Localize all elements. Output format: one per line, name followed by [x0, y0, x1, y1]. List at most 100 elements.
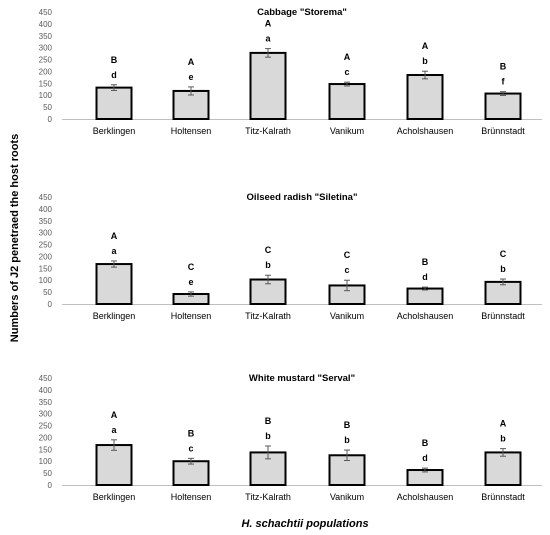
significance-letter-lower: d — [422, 453, 428, 463]
significance-letter-lower: b — [422, 56, 428, 66]
y-tick-label: 350 — [39, 32, 53, 41]
bar — [172, 89, 210, 120]
significance-letter-lower: b — [500, 434, 506, 444]
significance-letter-lower: d — [422, 272, 428, 282]
chart-panels: 0 50 100 150 200 250 300 350 400 450 Cabbage "Stor… — [39, 7, 542, 502]
significance-letter-upper: C — [188, 262, 195, 272]
y-axis-label: Numbers of J2 penetraed the host roots — [9, 134, 21, 342]
significance-letter-upper: A — [265, 19, 272, 29]
significance-letter-upper: A — [111, 410, 118, 420]
significance-letter-upper: C — [344, 250, 351, 260]
bar — [249, 51, 287, 120]
significance-letter-lower: b — [344, 435, 350, 445]
significance-letter-lower: b — [265, 260, 271, 270]
y-tick-label: 250 — [39, 56, 53, 65]
y-tick-label: 400 — [39, 386, 53, 395]
y-tick-label: 300 — [39, 229, 53, 238]
bar — [406, 74, 444, 120]
y-tick-label: 250 — [39, 422, 53, 431]
significance-letter-upper: A — [422, 41, 429, 51]
x-category-label: Acholshausen — [397, 492, 454, 502]
significance-letter-lower: a — [111, 425, 117, 435]
y-tick-label: 200 — [39, 433, 53, 442]
y-tick-label: 450 — [39, 374, 53, 383]
y-tick-label: 100 — [39, 457, 53, 466]
x-category-label: Holtensen — [171, 311, 212, 321]
x-category-label: Vanikum — [330, 492, 364, 502]
bar — [95, 263, 133, 306]
y-tick-label: 250 — [39, 241, 53, 250]
significance-letter-lower: a — [265, 34, 271, 44]
x-category-label: Titz-Kalrath — [245, 311, 291, 321]
y-tick-label: 50 — [43, 469, 52, 478]
y-tick-label: 200 — [39, 252, 53, 261]
significance-letter-lower: e — [188, 277, 193, 287]
y-tick-label: 400 — [39, 205, 53, 214]
x-axis-label: H. schachtii populations — [241, 518, 368, 530]
bar — [406, 287, 444, 305]
chart-title: Cabbage "Storema" — [257, 7, 347, 18]
significance-letter-upper: A — [500, 419, 507, 429]
significance-letter-lower: f — [502, 77, 506, 87]
bar — [95, 444, 133, 487]
chart-title: Oilseed radish "Siletina" — [247, 192, 358, 203]
chart-title: White mustard "Serval" — [249, 373, 355, 384]
y-tick-label: 350 — [39, 217, 53, 226]
significance-letter-upper: A — [111, 231, 118, 241]
significance-letter-lower: c — [344, 67, 349, 77]
significance-letter-lower: c — [188, 443, 193, 453]
bar — [328, 83, 366, 121]
y-tick-label: 450 — [39, 8, 53, 17]
significance-letter-upper: C — [500, 249, 507, 259]
y-tick-label: 100 — [39, 276, 53, 285]
chart-panel: 0 50 100 150 200 250 300 350 400 450 Oilseed radis… — [39, 192, 542, 321]
y-tick-label: 150 — [39, 445, 53, 454]
y-tick-label: 300 — [39, 410, 53, 419]
significance-letter-upper: A — [188, 57, 195, 67]
y-tick-label: 450 — [39, 193, 53, 202]
y-tick-label: 100 — [39, 91, 53, 100]
significance-letter-upper: B — [422, 438, 429, 448]
x-category-label: Vanikum — [330, 311, 364, 321]
x-category-label: Titz-Kalrath — [245, 126, 291, 136]
y-tick-label: 200 — [39, 67, 53, 76]
x-category-label: Vanikum — [330, 126, 364, 136]
y-tick-label: 50 — [43, 103, 52, 112]
significance-letter-upper: B — [111, 55, 118, 65]
y-tick-label: 150 — [39, 79, 53, 88]
x-category-label: Brünnstadt — [481, 126, 525, 136]
significance-letter-upper: C — [265, 245, 272, 255]
significance-letter-upper: A — [344, 52, 351, 62]
significance-letter-upper: B — [500, 62, 507, 72]
significance-letter-lower: c — [344, 265, 349, 275]
bar — [172, 460, 210, 487]
x-category-label: Brünnstadt — [481, 492, 525, 502]
y-tick-label: 350 — [39, 398, 53, 407]
chart-panel: 0 50 100 150 200 250 300 350 400 450 White mustard… — [39, 373, 542, 502]
y-tick-label: 300 — [39, 44, 53, 53]
significance-letter-upper: B — [265, 416, 272, 426]
x-category-label: Berklingen — [93, 311, 136, 321]
x-category-label: Holtensen — [171, 126, 212, 136]
significance-letter-lower: e — [188, 72, 193, 82]
x-category-label: Brünnstadt — [481, 311, 525, 321]
x-category-label: Acholshausen — [397, 311, 454, 321]
bar — [95, 86, 133, 121]
significance-letter-upper: B — [344, 420, 351, 430]
bar — [484, 451, 522, 486]
y-tick-label: 50 — [43, 288, 52, 297]
x-category-label: Acholshausen — [397, 126, 454, 136]
y-tick-label: 400 — [39, 20, 53, 29]
significance-letter-upper: B — [422, 257, 429, 267]
y-tick-label: 0 — [48, 481, 53, 490]
x-category-label: Berklingen — [93, 492, 136, 502]
x-category-label: Holtensen — [171, 492, 212, 502]
significance-letter-upper: B — [188, 428, 195, 438]
y-tick-label: 150 — [39, 264, 53, 273]
x-category-label: Berklingen — [93, 126, 136, 136]
chart-panel: 0 50 100 150 200 250 300 350 400 450 Cabbage "Stor… — [39, 7, 542, 136]
y-tick-label: 0 — [48, 300, 53, 309]
y-tick-label: 0 — [48, 115, 53, 124]
x-category-label: Titz-Kalrath — [245, 492, 291, 502]
significance-letter-lower: a — [111, 246, 117, 256]
